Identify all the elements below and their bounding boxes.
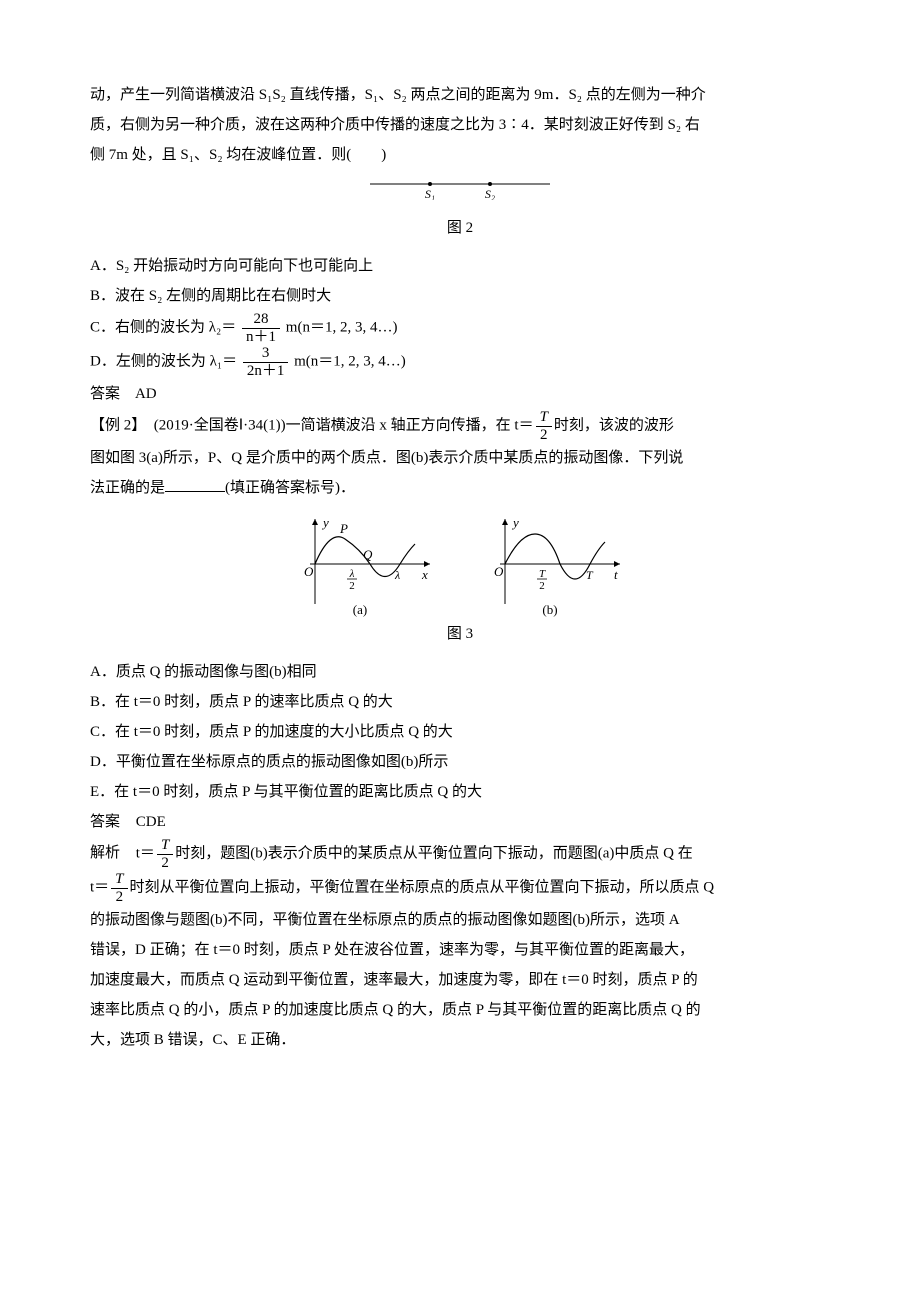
q1-answer-value: AD	[135, 386, 157, 402]
fig2-s2-label: S₂	[485, 187, 495, 200]
ex2-l3-pre: 法正确的是	[90, 480, 165, 496]
q1-option-a: A．S₂ 开始振动时方向可能向下也可能向上	[90, 251, 830, 281]
fig3a-P: P	[339, 521, 348, 536]
q1-d-fraction: 3 2n＋1	[243, 345, 289, 379]
fig3a-O: O	[304, 564, 314, 579]
explain-p2-pre: t＝	[90, 879, 109, 895]
ex2-l3-post: (填正确答案标号)．	[225, 480, 355, 496]
ex2-frac: T 2	[536, 409, 552, 443]
ex2-pre: 【例 2】 (2019·全国卷Ⅰ·34(1))一简谐横波沿 x 轴正方向传播，在…	[90, 417, 534, 433]
explain-p2-num: T	[111, 871, 127, 889]
q2-option-d: D．平衡位置在坐标原点的质点的振动图像如图(b)所示	[90, 747, 830, 777]
q2-option-e: E．在 t＝0 时刻，质点 P 与其平衡位置的距离比质点 Q 的大	[90, 777, 830, 807]
explain-line-2: t＝ T 2 时刻从平衡位置向上振动，平衡位置在坐标原点的质点从平衡位置向下振动…	[90, 871, 830, 905]
fig3a-halflambda-num: λ	[349, 568, 355, 580]
figure-2: S₁ S₂	[90, 176, 830, 211]
fig3b-O: O	[494, 564, 504, 579]
explain-line-3: 的振动图像与题图(b)不同，平衡位置在坐标原点的质点的振动图像如题图(b)所示，…	[90, 905, 830, 935]
fig3a-sub: (a)	[353, 602, 367, 617]
fig3a-x: x	[421, 567, 428, 582]
ex2-line-3: 法正确的是 (填正确答案标号)．	[90, 473, 830, 503]
fig3a-y: y	[321, 515, 329, 530]
explain-p1-frac: T 2	[157, 837, 173, 871]
explain-p2-den: 2	[111, 889, 127, 906]
explain-line-6: 速率比质点 Q 的小，质点 P 的加速度比质点 Q 的大，质点 P 与其平衡位置…	[90, 995, 830, 1025]
fig3a-lambda: λ	[394, 568, 400, 582]
q2-answer-value: CDE	[136, 814, 166, 830]
fig3b-t: t	[614, 567, 618, 582]
ex2-line-1: 【例 2】 (2019·全国卷Ⅰ·34(1))一简谐横波沿 x 轴正方向传播，在…	[90, 409, 830, 443]
fig3b-T: T	[586, 568, 594, 582]
fig3b-halfT-num: T	[539, 568, 546, 580]
explain-p1-post: 时刻，题图(b)表示介质中的某质点从平衡位置向下振动，而题图(a)中质点 Q 在	[175, 845, 692, 861]
fig2-s1-label: S₁	[425, 187, 435, 200]
q1-d-den: 2n＋1	[243, 363, 289, 380]
intro-line-2: 质，右侧为另一种介质，波在这两种介质中传播的速度之比为 3∶4．某时刻波正好传到…	[90, 110, 830, 140]
fig3b-sub: (b)	[542, 602, 557, 617]
q1-d-post: m(n＝1, 2, 3, 4…)	[294, 353, 406, 369]
fig3a-Q: Q	[363, 547, 373, 562]
intro-line-3: 侧 7m 处，且 S₁、S₂ 均在波峰位置．则( )	[90, 140, 830, 170]
figure-2-caption: 图 2	[90, 213, 830, 243]
q1-answer-label: 答案	[90, 379, 120, 409]
fig3b-y: y	[511, 515, 519, 530]
figure-3-caption: 图 3	[90, 619, 830, 649]
figure-3b-svg: y O t T 2 T (b)	[480, 509, 630, 619]
q2-answer-label: 答案	[90, 807, 120, 837]
q1-c-num: 28	[242, 311, 280, 329]
figure-3: y P Q O x λ 2 λ (a) y O t T 2 T (b)	[90, 509, 830, 619]
explain-label: 解析	[90, 838, 120, 868]
q2-answer: 答案 CDE	[90, 807, 830, 837]
q2-option-b: B．在 t＝0 时刻，质点 P 的速率比质点 Q 的大	[90, 687, 830, 717]
explain-line-5: 加速度最大，而质点 Q 运动到平衡位置，速率最大，加速度为零，即在 t＝0 时刻…	[90, 965, 830, 995]
fig3b-halfT-den: 2	[539, 580, 545, 592]
q2-option-c: C．在 t＝0 时刻，质点 P 的加速度的大小比质点 Q 的大	[90, 717, 830, 747]
ex2-frac-num: T	[536, 409, 552, 427]
q1-c-post: m(n＝1, 2, 3, 4…)	[286, 319, 398, 335]
figure-3a-svg: y P Q O x λ 2 λ (a)	[290, 509, 440, 619]
ex2-frac-den: 2	[536, 427, 552, 444]
explain-line-1: 解析 t＝ T 2 时刻，题图(b)表示介质中的某质点从平衡位置向下振动，而题图…	[90, 837, 830, 871]
intro-line-1: 动，产生一列简谐横波沿 S₁S₂ 直线传播，S₁、S₂ 两点之间的距离为 9m．…	[90, 80, 830, 110]
explain-p1-num: T	[157, 837, 173, 855]
explain-line-4: 错误，D 正确；在 t＝0 时刻，质点 P 处在波谷位置，速率为零，与其平衡位置…	[90, 935, 830, 965]
answer-blank	[165, 476, 225, 492]
q1-d-num: 3	[243, 345, 289, 363]
ex2-line-2: 图如图 3(a)所示，P、Q 是介质中的两个质点．图(b)表示介质中某质点的振动…	[90, 443, 830, 473]
ex2-post1: 时刻，该波的波形	[554, 417, 674, 433]
q1-option-c: C．右侧的波长为 λ₂＝ 28 n＋1 m(n＝1, 2, 3, 4…)	[90, 311, 830, 345]
q1-c-den: n＋1	[242, 329, 280, 346]
fig3a-halflambda-den: 2	[349, 580, 355, 592]
explain-p1-pre: t＝	[136, 845, 155, 861]
figure-2-svg: S₁ S₂	[360, 176, 560, 200]
q1-c-fraction: 28 n＋1	[242, 311, 280, 345]
explain-line-7: 大，选项 B 错误，C、E 正确．	[90, 1025, 830, 1055]
q1-answer: 答案 AD	[90, 379, 830, 409]
explain-p2-post: 时刻从平衡位置向上振动，平衡位置在坐标原点的质点从平衡位置向下振动，所以质点 Q	[130, 879, 715, 895]
q1-option-d: D．左侧的波长为 λ₁＝ 3 2n＋1 m(n＝1, 2, 3, 4…)	[90, 345, 830, 379]
q1-d-pre: D．左侧的波长为 λ₁＝	[90, 353, 237, 369]
q1-c-pre: C．右侧的波长为 λ₂＝	[90, 319, 236, 335]
q1-option-b: B．波在 S₂ 左侧的周期比在右侧时大	[90, 281, 830, 311]
explain-p2-frac: T 2	[111, 871, 127, 905]
q2-option-a: A．质点 Q 的振动图像与图(b)相同	[90, 657, 830, 687]
explain-p1-den: 2	[157, 855, 173, 872]
